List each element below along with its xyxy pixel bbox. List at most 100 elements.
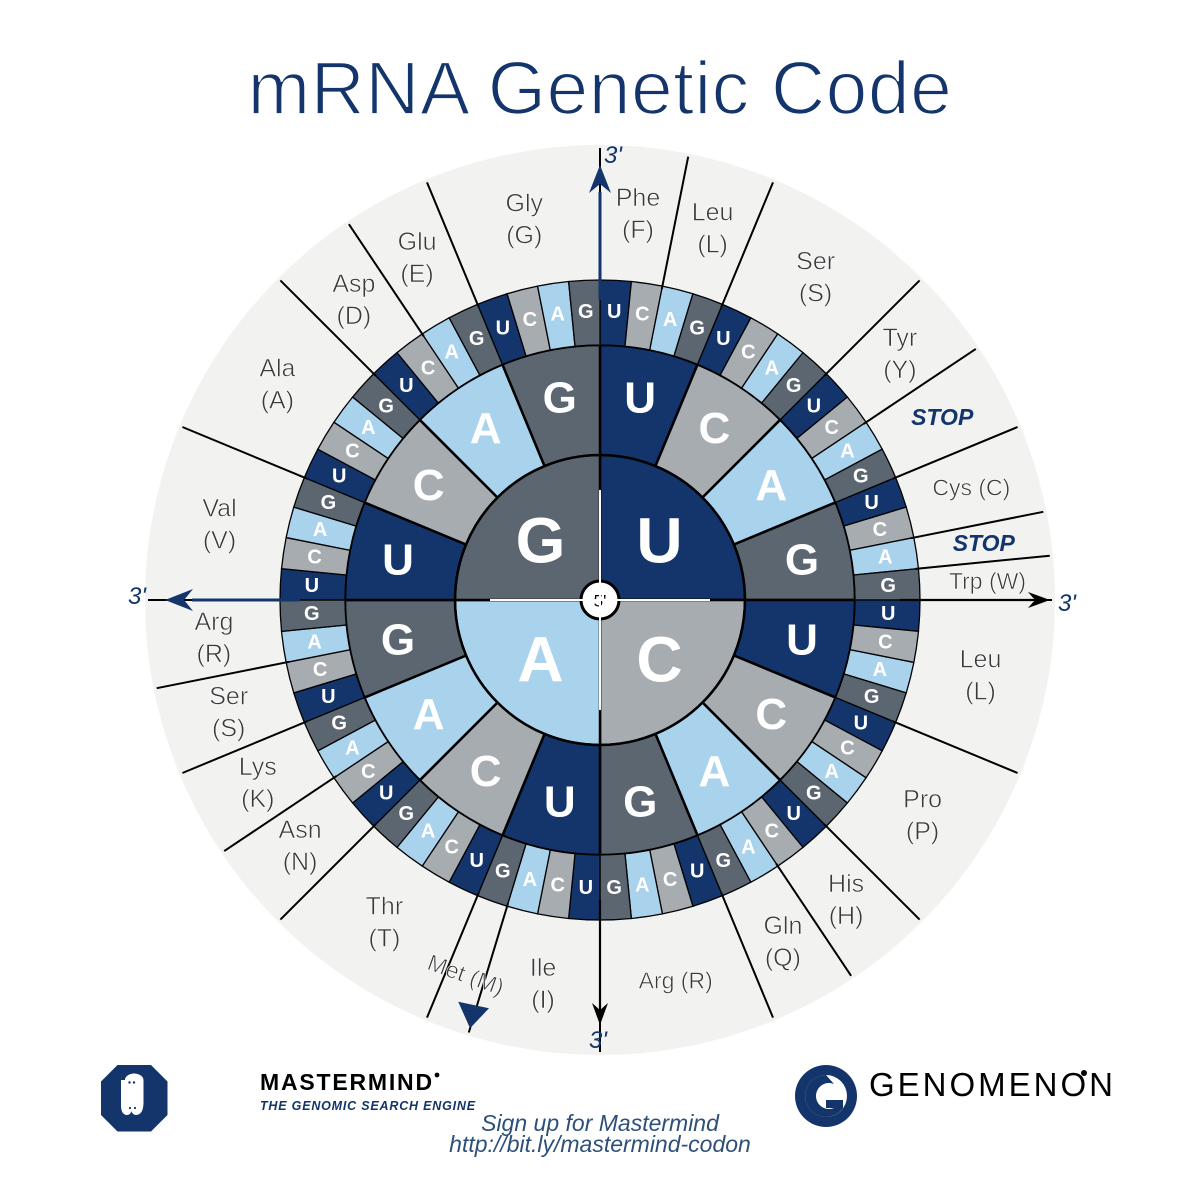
svg-text:G: G xyxy=(806,783,822,805)
svg-text:U: U xyxy=(469,850,483,872)
svg-text:U: U xyxy=(607,301,621,323)
svg-text:C: C xyxy=(765,821,779,843)
svg-text:A: A xyxy=(470,404,502,453)
svg-text:Thr: Thr xyxy=(366,893,404,921)
svg-text:(S): (S) xyxy=(799,279,832,307)
svg-text:A: A xyxy=(444,342,458,364)
svg-text:G: G xyxy=(880,575,896,597)
svg-text:G: G xyxy=(516,505,566,577)
svg-text:C: C xyxy=(413,461,445,510)
svg-text:A: A xyxy=(635,874,649,896)
svg-text:U: U xyxy=(624,374,656,423)
svg-text:A: A xyxy=(361,417,375,439)
svg-text:(L): (L) xyxy=(697,231,728,259)
svg-text:G: G xyxy=(578,301,594,323)
svg-text:A: A xyxy=(873,659,887,681)
svg-text:Ala: Ala xyxy=(259,354,295,382)
svg-text:C: C xyxy=(361,761,375,783)
svg-text:U: U xyxy=(382,535,414,584)
svg-text:C: C xyxy=(873,519,887,541)
svg-text:3': 3' xyxy=(604,142,623,169)
svg-text:U: U xyxy=(690,861,704,883)
svg-text:U: U xyxy=(864,492,878,514)
svg-text:Pro: Pro xyxy=(903,786,942,814)
svg-text:A: A xyxy=(663,309,677,331)
svg-text:G: G xyxy=(469,328,485,350)
svg-text:(L): (L) xyxy=(965,678,996,706)
svg-text:U: U xyxy=(716,328,730,350)
svg-text:U: U xyxy=(807,395,821,417)
svg-text:G: G xyxy=(378,395,394,417)
svg-text:C: C xyxy=(741,342,755,364)
svg-text:C: C xyxy=(523,309,537,331)
svg-text:G: G xyxy=(853,466,869,488)
svg-text:C: C xyxy=(550,874,564,896)
svg-text:3': 3' xyxy=(1058,590,1077,617)
svg-text:A: A xyxy=(741,837,755,859)
svg-text:C: C xyxy=(840,737,854,759)
svg-text:(P): (P) xyxy=(906,818,939,846)
svg-text:Leu: Leu xyxy=(692,199,734,227)
svg-text:Val: Val xyxy=(202,494,236,522)
svg-text:G: G xyxy=(331,712,347,734)
svg-text:C: C xyxy=(313,659,327,681)
svg-text:G: G xyxy=(543,374,577,423)
svg-text:Lys: Lys xyxy=(239,753,277,781)
svg-text:Ile: Ile xyxy=(530,954,556,982)
svg-text:U: U xyxy=(579,877,593,899)
svg-text:G: G xyxy=(606,877,622,899)
svg-text:A: A xyxy=(699,747,731,796)
svg-text:U: U xyxy=(786,616,818,665)
svg-text:A: A xyxy=(517,624,563,696)
svg-text:C: C xyxy=(699,404,731,453)
svg-text:U: U xyxy=(496,317,510,339)
svg-text:C: C xyxy=(307,547,321,569)
svg-text:G: G xyxy=(399,803,415,825)
svg-text:A: A xyxy=(413,690,445,739)
svg-text:A: A xyxy=(878,547,892,569)
svg-text:His: His xyxy=(828,870,864,898)
svg-text:G: G xyxy=(381,616,415,665)
svg-text:(V): (V) xyxy=(203,526,236,554)
svg-text:Arg (R): Arg (R) xyxy=(639,968,713,994)
svg-text:mRNA Genetic Code: mRNA Genetic Code xyxy=(248,46,953,130)
svg-text:A: A xyxy=(345,737,359,759)
svg-text:(Y): (Y) xyxy=(883,356,916,384)
svg-text:Gly: Gly xyxy=(506,190,544,218)
svg-text:Ser: Ser xyxy=(209,683,248,711)
svg-text:(H): (H) xyxy=(829,902,864,930)
svg-text:GENOMENON: GENOMENON xyxy=(869,1066,1116,1103)
svg-text:G: G xyxy=(495,861,511,883)
svg-text:C: C xyxy=(444,837,458,859)
svg-text:A: A xyxy=(755,461,787,510)
svg-text:A: A xyxy=(307,631,321,653)
svg-text:http://bit.ly/mastermind-codon: http://bit.ly/mastermind-codon xyxy=(449,1131,751,1157)
svg-text:U: U xyxy=(332,466,346,488)
svg-text:C: C xyxy=(824,417,838,439)
svg-text:C: C xyxy=(663,869,677,891)
svg-text:Leu: Leu xyxy=(960,646,1002,674)
svg-text:(A): (A) xyxy=(261,386,294,414)
svg-text:A: A xyxy=(840,441,854,463)
svg-text:THE GENOMIC SEARCH ENGINE: THE GENOMIC SEARCH ENGINE xyxy=(260,1099,476,1113)
svg-text:C: C xyxy=(878,631,892,653)
svg-text:U: U xyxy=(305,575,319,597)
svg-text:(I): (I) xyxy=(531,986,555,1014)
svg-text:(E): (E) xyxy=(400,260,433,288)
svg-text:A: A xyxy=(421,821,435,843)
svg-text:G: G xyxy=(864,686,880,708)
svg-text:A: A xyxy=(313,519,327,541)
svg-text:G: G xyxy=(321,492,337,514)
svg-text:U: U xyxy=(636,505,682,577)
svg-text:C: C xyxy=(421,357,435,379)
svg-text:U: U xyxy=(399,375,413,397)
svg-text:STOP: STOP xyxy=(911,404,974,430)
svg-text:Tyr: Tyr xyxy=(883,324,918,352)
svg-text:A: A xyxy=(824,761,838,783)
svg-text:U: U xyxy=(881,603,895,625)
svg-text:(D): (D) xyxy=(337,302,372,330)
svg-text:C: C xyxy=(470,747,502,796)
svg-text:Arg: Arg xyxy=(194,608,233,636)
svg-text:3': 3' xyxy=(128,583,147,610)
svg-text:(T): (T) xyxy=(368,925,400,953)
